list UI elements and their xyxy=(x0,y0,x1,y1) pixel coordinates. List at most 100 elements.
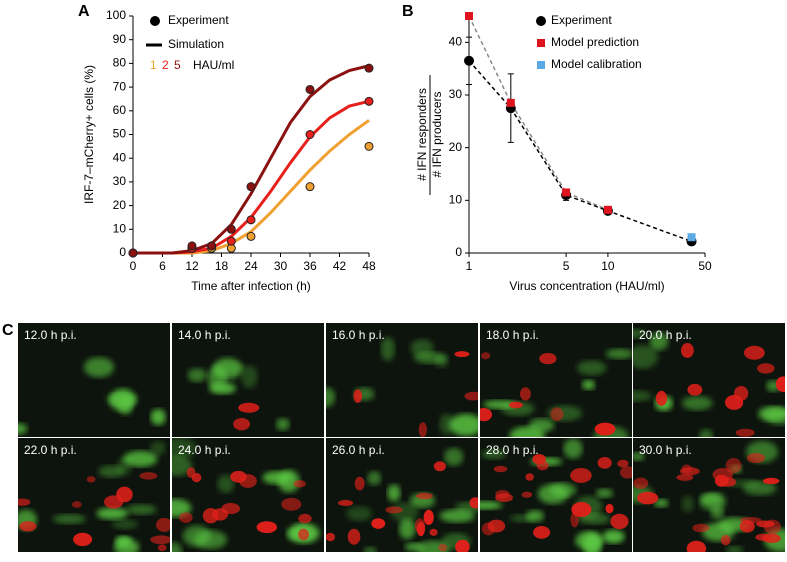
red-cell xyxy=(487,519,506,533)
red-cell xyxy=(734,386,749,401)
green-cell xyxy=(172,438,196,460)
red-cell xyxy=(371,518,386,529)
legend-label: 5 xyxy=(174,58,181,72)
red-cell xyxy=(712,467,733,482)
green-cell xyxy=(681,495,695,513)
x-tick-label: 24 xyxy=(244,259,258,273)
green-cell xyxy=(172,542,183,552)
y-axis-label: # IFN producers xyxy=(430,91,444,177)
legend-label: 2 xyxy=(162,58,169,72)
green-cell xyxy=(367,471,382,486)
timepoint-label: 26.0 h p.i. xyxy=(332,443,385,457)
experiment-point xyxy=(305,84,315,94)
green-cell xyxy=(241,365,258,389)
experiment-point xyxy=(207,241,217,251)
y-tick-label: 80 xyxy=(113,56,127,70)
series-line xyxy=(468,60,692,243)
micrograph-tile: 18.0 h p.i. xyxy=(480,323,632,437)
red-cell xyxy=(455,539,470,552)
green-cell xyxy=(633,452,645,461)
red-cell xyxy=(157,544,167,552)
green-cell xyxy=(439,413,455,435)
green-cell xyxy=(602,529,625,544)
x-tick-label: 0 xyxy=(130,259,137,273)
red-cell xyxy=(414,518,426,534)
green-cell xyxy=(633,328,645,339)
red-cell xyxy=(385,506,403,514)
red-cell xyxy=(354,476,365,491)
red-cell xyxy=(633,477,649,489)
red-cell xyxy=(617,459,629,468)
x-axis-label: Time after infection (h) xyxy=(191,279,311,293)
cells xyxy=(480,348,632,437)
green-cell xyxy=(150,408,166,426)
red-cell xyxy=(179,512,193,523)
x-axis-label: Virus concentration (HAU/ml) xyxy=(509,279,664,293)
red-cell xyxy=(298,513,312,524)
green-cell xyxy=(399,518,416,540)
green-cell xyxy=(52,514,86,524)
cells xyxy=(18,357,166,435)
x-tick-label: 36 xyxy=(303,259,317,273)
micrograph-tile: 28.0 h p.i. xyxy=(480,438,632,552)
experiment-point xyxy=(246,182,256,192)
red-cell xyxy=(438,543,448,552)
red-cell xyxy=(570,511,579,528)
red-cell xyxy=(655,390,668,406)
legend-marker xyxy=(150,16,160,26)
cells xyxy=(326,447,478,552)
green-cell xyxy=(413,351,448,364)
red-cell xyxy=(739,520,755,533)
green-cell xyxy=(765,407,785,425)
cells xyxy=(187,357,290,431)
red-cell xyxy=(353,389,363,403)
cells xyxy=(172,438,320,552)
green-cell xyxy=(605,348,632,359)
green-cell xyxy=(649,331,669,351)
micrograph-tile: 26.0 h p.i. xyxy=(326,438,478,552)
legend-label: Simulation xyxy=(168,37,224,51)
green-cell xyxy=(126,504,157,515)
red-cell xyxy=(743,345,765,360)
red-cell xyxy=(594,422,616,436)
data-point xyxy=(465,12,473,20)
y-tick-label: 20 xyxy=(449,140,463,154)
y-tick-label: 90 xyxy=(113,32,127,46)
experiment-point xyxy=(226,236,236,246)
red-cell xyxy=(18,498,31,506)
green-cell xyxy=(346,506,372,522)
timepoint-label: 16.0 h p.i. xyxy=(332,328,385,342)
green-cell xyxy=(653,498,669,508)
x-tick-label: 1 xyxy=(466,259,473,273)
green-cell xyxy=(595,488,613,498)
y-tick-label: 30 xyxy=(113,174,127,188)
x-tick-label: 12 xyxy=(185,259,199,273)
green-cell xyxy=(481,449,506,460)
y-tick-label: 20 xyxy=(113,198,127,212)
red-cell xyxy=(532,454,546,465)
x-tick-label: 50 xyxy=(698,259,712,273)
red-cell xyxy=(71,501,82,508)
red-cell xyxy=(539,353,557,365)
tile-background xyxy=(18,323,170,437)
red-cell xyxy=(212,508,229,521)
green-cell xyxy=(480,501,503,510)
green-cell xyxy=(583,533,602,552)
green-cell xyxy=(537,483,569,504)
legend-marker xyxy=(537,39,545,47)
x-tick-label: 6 xyxy=(159,259,166,273)
y-axis-label: IRF-7–mCherry+ cells (%) xyxy=(82,65,96,204)
red-cell xyxy=(418,422,427,437)
experiment-point xyxy=(128,248,138,258)
green-cell xyxy=(123,450,158,467)
red-cell xyxy=(298,528,310,541)
red-cell xyxy=(525,473,534,481)
red-cell xyxy=(493,465,508,473)
cells xyxy=(633,440,785,552)
red-cell xyxy=(230,470,247,483)
red-cell xyxy=(676,473,694,481)
green-cell xyxy=(187,368,207,383)
green-cell xyxy=(509,426,546,437)
red-cell xyxy=(520,387,531,401)
